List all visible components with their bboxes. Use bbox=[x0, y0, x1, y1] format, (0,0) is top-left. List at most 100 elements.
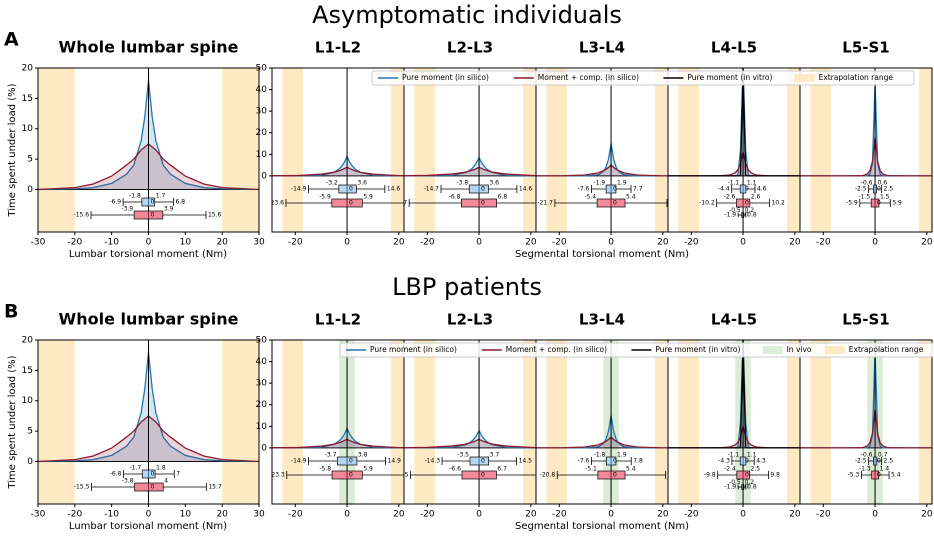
box-label: -5.4 bbox=[584, 194, 596, 201]
extrapolation-band bbox=[414, 340, 436, 504]
box-label: -21.7 bbox=[537, 200, 553, 207]
box-label: -14.9 bbox=[291, 186, 307, 193]
extrapolation-band bbox=[523, 68, 536, 232]
panel: -14.914.6-3.23.60-23.623.6-5.95.90 bbox=[268, 68, 404, 232]
row-label: B bbox=[4, 301, 18, 323]
box-label: -3.8 bbox=[457, 180, 469, 187]
box-label: -14.3 bbox=[425, 458, 441, 465]
box-label: 1.4 bbox=[880, 466, 890, 473]
box-label: 3.6 bbox=[489, 180, 499, 187]
x-axis-label: Lumbar torsional moment (Nm) bbox=[69, 249, 227, 260]
box-label: -6.6 bbox=[449, 466, 461, 473]
x-tick-label: 0 bbox=[740, 510, 746, 520]
box-label: 7.8 bbox=[633, 458, 643, 465]
box-label: 4 bbox=[164, 478, 168, 485]
y-tick-label: 0 bbox=[261, 171, 267, 181]
x-tick-label: -30 bbox=[31, 238, 46, 248]
x-tick-label: 0 bbox=[146, 510, 152, 520]
x-tick-label: -20 bbox=[288, 238, 303, 248]
box-label: -23.3 bbox=[269, 472, 285, 479]
box-label: 4.6 bbox=[757, 186, 767, 193]
x-tick-label: -20 bbox=[420, 238, 435, 248]
x-tick-label: 20 bbox=[216, 510, 228, 520]
legend-label: Pure moment (in silico) bbox=[402, 73, 489, 82]
x-tick-label: -20 bbox=[816, 238, 831, 248]
box-label: 3.7 bbox=[490, 452, 500, 459]
box-label: 14.6 bbox=[519, 186, 533, 193]
x-tick-label: -20 bbox=[684, 238, 699, 248]
box-label: -2.6 bbox=[724, 194, 736, 201]
plot-frame bbox=[799, 67, 933, 233]
box-label: -2.4 bbox=[724, 466, 736, 473]
x-tick-label: 0 bbox=[476, 238, 482, 248]
legend-swatch bbox=[824, 346, 845, 354]
box-label: -3.8 bbox=[122, 478, 134, 485]
box-label: 2.5 bbox=[884, 186, 894, 193]
y-tick-label: 20 bbox=[22, 336, 34, 346]
box-label: -5.9 bbox=[846, 200, 858, 207]
box-label: 1.8 bbox=[156, 465, 166, 472]
extrapolation-band bbox=[414, 68, 436, 232]
box-label: -0.6 bbox=[861, 452, 873, 459]
box-label: -27 bbox=[397, 200, 407, 207]
box-label: -5.8 bbox=[319, 466, 331, 473]
x-tick-label: 0 bbox=[344, 510, 350, 520]
box-label: -0.5 bbox=[729, 479, 741, 486]
x-tick-label: 20 bbox=[525, 238, 537, 248]
box bbox=[338, 184, 357, 194]
extrapolation-band bbox=[222, 68, 259, 232]
box-label: 0 bbox=[151, 199, 155, 206]
box-label: 0 bbox=[349, 458, 353, 465]
extrapolation-band bbox=[38, 68, 75, 232]
y-tick-label: 0 bbox=[261, 443, 267, 453]
extrapolation-band bbox=[38, 340, 75, 504]
y-tick-label: 10 bbox=[22, 396, 34, 406]
extrapolation-band bbox=[391, 340, 404, 504]
panel-title: Whole lumbar spine bbox=[59, 38, 239, 57]
box-label: -5.1 bbox=[585, 466, 597, 473]
x-tick-label: -20 bbox=[67, 510, 82, 520]
y-tick-label: 0 bbox=[27, 185, 33, 195]
y-tick-label: 10 bbox=[256, 150, 268, 160]
box-label: -1.1 bbox=[727, 180, 739, 187]
x-tick-label: 0 bbox=[344, 238, 350, 248]
x-tick-label: -20 bbox=[552, 510, 567, 520]
legend-label: Extrapolation range bbox=[819, 73, 894, 82]
x-tick-label: 20 bbox=[921, 238, 933, 248]
box-label: 0 bbox=[745, 212, 749, 219]
box-label: 6.8 bbox=[498, 194, 508, 201]
box-label: -20.8 bbox=[540, 472, 556, 479]
box-label: -4.4 bbox=[718, 186, 730, 193]
extrapolation-band bbox=[282, 68, 304, 232]
box-label: 0 bbox=[613, 186, 617, 193]
extrapolation-band bbox=[678, 340, 700, 504]
panel-title: L4-L5 bbox=[711, 39, 757, 57]
box-label: 1.1 bbox=[747, 180, 757, 187]
box-label: 6.8 bbox=[176, 199, 186, 206]
box-label: 3.8 bbox=[358, 452, 368, 459]
panel: -7.6 7.7-1.9 1.90-21.7 21.6-5.4 5.40 bbox=[536, 68, 668, 232]
x-tick-label: 0 bbox=[146, 238, 152, 248]
x-tick-label: 20 bbox=[393, 510, 405, 520]
extrapolation-band bbox=[655, 340, 668, 504]
y-tick-label: 20 bbox=[256, 128, 268, 138]
x-tick-label: -20 bbox=[67, 238, 82, 248]
extrapolation-band bbox=[919, 340, 932, 504]
x-tick-label: 0 bbox=[872, 510, 878, 520]
extrapolation-band bbox=[222, 340, 259, 504]
x-tick-label: -20 bbox=[420, 510, 435, 520]
box-label: 0.2 bbox=[745, 207, 755, 214]
panel-title: L4-L5 bbox=[711, 311, 757, 329]
legend-label: Moment + comp. (in silico) bbox=[538, 73, 639, 82]
box-label: -5.3 bbox=[848, 472, 860, 479]
y-tick-label: 40 bbox=[256, 85, 268, 95]
y-tick-label: 50 bbox=[256, 336, 268, 346]
extrapolation-band bbox=[810, 340, 832, 504]
box-label: 0 bbox=[481, 472, 485, 479]
x-tick-label: 30 bbox=[253, 238, 265, 248]
y-tick-label: 40 bbox=[256, 357, 268, 367]
box-label: -23.6 bbox=[268, 200, 284, 207]
box-label: 7 bbox=[176, 471, 180, 478]
x-axis-label: Segmental torsional moment (Nm) bbox=[515, 249, 689, 260]
plot-frame bbox=[799, 339, 933, 505]
